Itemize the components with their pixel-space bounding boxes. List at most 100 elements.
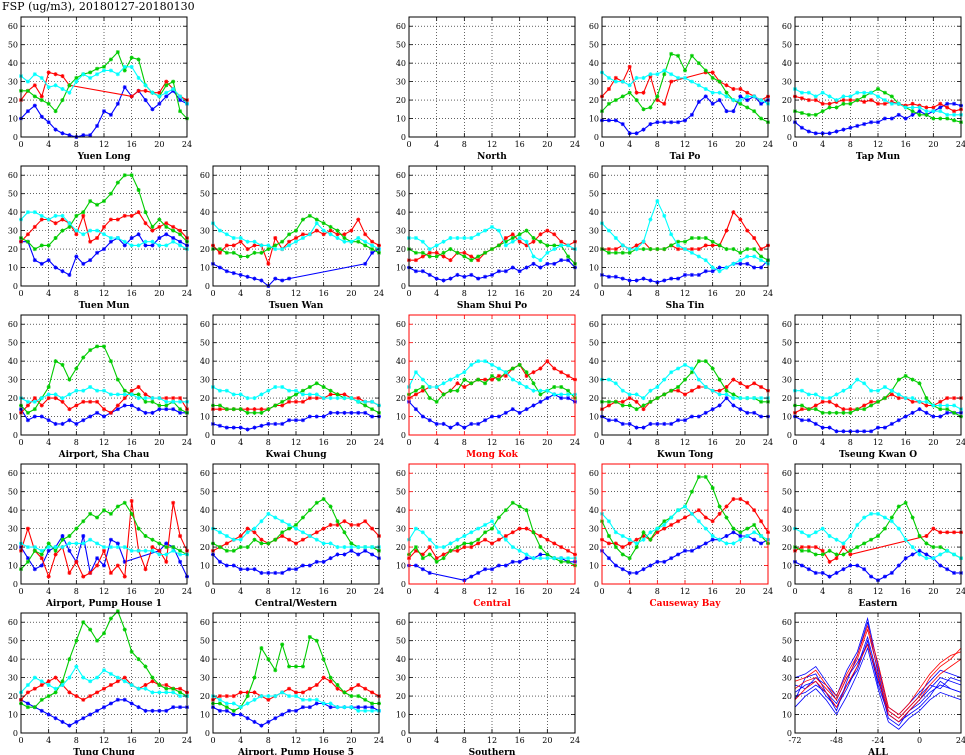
data-point xyxy=(483,522,488,527)
y-tick-label: 20 xyxy=(200,245,210,254)
data-point xyxy=(641,276,646,281)
panel-title: Airport, Sha Chau xyxy=(58,450,150,460)
data-point xyxy=(150,396,155,401)
data-point xyxy=(245,530,250,535)
data-point xyxy=(171,236,176,240)
data-point xyxy=(171,399,176,404)
data-point xyxy=(745,410,750,415)
data-point xyxy=(238,705,243,710)
data-point xyxy=(717,265,722,270)
data-point xyxy=(115,545,120,550)
data-point xyxy=(252,243,257,248)
series-red xyxy=(19,498,189,579)
data-point xyxy=(634,131,639,136)
data-point xyxy=(245,567,250,572)
data-point xyxy=(122,239,127,244)
x-tick-label: 8 xyxy=(74,438,79,447)
data-point xyxy=(238,537,243,542)
data-point xyxy=(88,694,93,699)
x-tick-label: 24 xyxy=(182,438,192,447)
x-tick-label: 16 xyxy=(708,289,718,298)
series-cyan xyxy=(211,690,381,713)
data-point xyxy=(490,224,494,229)
y-tick-label: 60 xyxy=(396,171,406,180)
data-point xyxy=(696,508,701,513)
data-point xyxy=(259,392,264,397)
data-point xyxy=(510,377,515,382)
data-point xyxy=(655,559,660,564)
data-point xyxy=(869,120,874,125)
x-tick-label: 16 xyxy=(515,736,525,745)
data-point xyxy=(370,701,375,706)
series-red xyxy=(794,628,962,719)
data-point xyxy=(834,129,839,134)
data-point xyxy=(469,530,474,535)
data-point xyxy=(689,489,694,494)
data-point xyxy=(157,541,162,546)
data-point xyxy=(483,537,488,542)
data-point xyxy=(538,366,543,371)
data-point xyxy=(476,377,481,382)
data-point xyxy=(820,548,825,553)
data-point xyxy=(799,545,804,550)
x-tick-label: 16 xyxy=(319,736,329,745)
data-point xyxy=(280,403,285,408)
data-point xyxy=(813,112,818,117)
series-cyan xyxy=(19,385,189,404)
data-point xyxy=(496,515,501,520)
data-point xyxy=(273,276,278,281)
data-point xyxy=(676,276,681,281)
data-point xyxy=(122,243,127,248)
data-point xyxy=(81,675,86,680)
data-point xyxy=(164,541,169,546)
data-point xyxy=(95,202,100,207)
series-line xyxy=(794,639,962,723)
data-point xyxy=(427,545,432,550)
data-point xyxy=(938,552,943,557)
data-point xyxy=(448,377,453,382)
data-point xyxy=(566,258,571,263)
data-point xyxy=(606,250,611,255)
x-tick-label: 0 xyxy=(406,438,411,447)
data-point xyxy=(648,530,653,535)
data-point xyxy=(238,239,243,244)
data-point xyxy=(613,247,618,252)
data-point xyxy=(724,90,729,95)
data-point xyxy=(102,508,106,513)
data-point xyxy=(294,694,298,699)
data-point xyxy=(294,399,298,404)
data-point xyxy=(108,392,113,397)
x-tick-label: 0 xyxy=(210,736,215,745)
data-point xyxy=(335,522,340,527)
data-point xyxy=(938,414,943,419)
data-point xyxy=(759,399,764,404)
data-point xyxy=(74,79,79,84)
data-point xyxy=(307,563,312,568)
data-point xyxy=(434,556,439,561)
data-point xyxy=(46,541,51,546)
data-point xyxy=(559,396,564,401)
y-tick-label: 30 xyxy=(8,78,18,87)
data-point xyxy=(669,522,674,527)
data-point xyxy=(524,228,529,233)
data-point xyxy=(328,232,333,237)
data-point xyxy=(862,515,867,520)
series-blue xyxy=(794,646,962,730)
y-tick-label: 10 xyxy=(200,413,210,422)
data-point xyxy=(931,545,936,550)
data-point xyxy=(903,500,908,505)
data-point xyxy=(314,396,319,401)
series-blue xyxy=(793,407,963,434)
panel-title: Kwai Chung xyxy=(265,450,327,460)
panel-title: Sham Shui Po xyxy=(457,301,527,311)
data-point xyxy=(32,396,37,401)
y-tick-label: 60 xyxy=(8,22,18,31)
y-tick-label: 0 xyxy=(594,282,599,291)
data-point xyxy=(634,75,639,80)
data-point xyxy=(655,530,660,535)
data-point xyxy=(32,83,37,88)
data-point xyxy=(370,708,375,713)
data-point xyxy=(703,243,708,248)
data-point xyxy=(217,407,222,412)
